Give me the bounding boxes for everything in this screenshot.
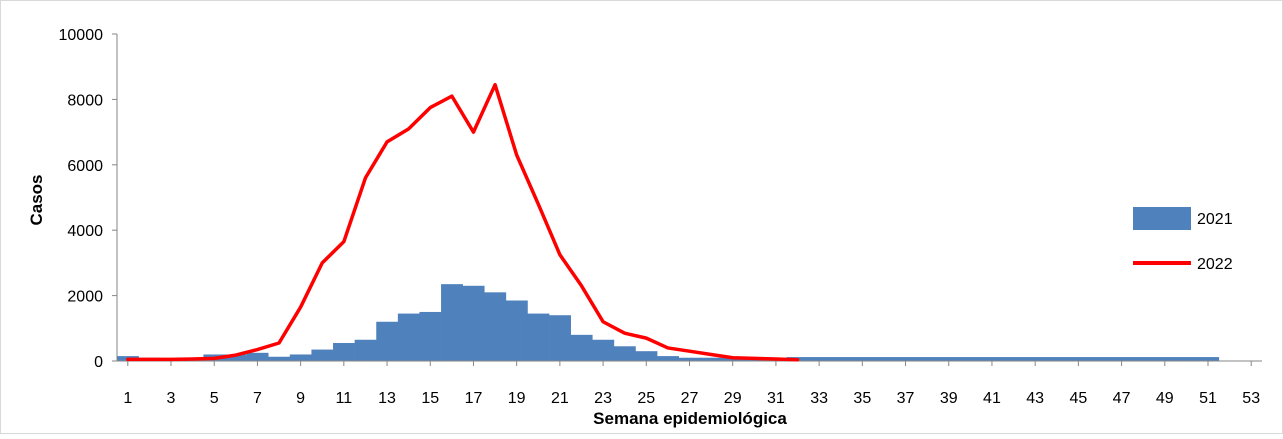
y-tick-label-4000: 4000 bbox=[67, 223, 103, 240]
x-tick-label-23: 23 bbox=[594, 390, 612, 407]
x-tick-label-15: 15 bbox=[421, 390, 439, 407]
bar-2021-week-22 bbox=[570, 334, 593, 361]
legend-label-2021: 2021 bbox=[1197, 211, 1233, 228]
y-tick-label-6000: 6000 bbox=[67, 158, 103, 175]
line-2022 bbox=[126, 82, 800, 362]
bar-2021-week-17 bbox=[462, 285, 485, 361]
x-tick-label-41: 41 bbox=[983, 390, 1001, 407]
x-tick-label-51: 51 bbox=[1199, 390, 1217, 407]
x-tick-label-19: 19 bbox=[508, 390, 526, 407]
bar-2021-week-25 bbox=[635, 351, 658, 361]
bar-2021-week-12 bbox=[354, 339, 377, 361]
bar-2021-week-8 bbox=[268, 356, 291, 361]
x-tick-label-53: 53 bbox=[1242, 390, 1260, 407]
bar-2021-week-18 bbox=[484, 292, 507, 361]
y-tick-label-0: 0 bbox=[94, 354, 103, 371]
line-2022-path bbox=[126, 82, 800, 362]
bar-2021-week-46 bbox=[1089, 357, 1112, 361]
bar-2021-week-45 bbox=[1067, 357, 1090, 361]
bar-2021-week-9 bbox=[289, 354, 312, 361]
bar-2021-week-10 bbox=[311, 349, 334, 361]
bar-2021-week-48 bbox=[1132, 357, 1155, 361]
x-tick-label-13: 13 bbox=[378, 390, 396, 407]
x-tick-label-49: 49 bbox=[1156, 390, 1174, 407]
axes bbox=[112, 33, 1262, 366]
y-tick-label-2000: 2000 bbox=[67, 289, 103, 306]
bar-2021-week-21 bbox=[549, 315, 571, 361]
x-tick-label-47: 47 bbox=[1113, 390, 1131, 407]
bar-2021-week-41 bbox=[981, 357, 1004, 361]
bar-2021-week-50 bbox=[1175, 357, 1198, 361]
x-tick-label-5: 5 bbox=[210, 390, 219, 407]
x-axis-title: Semana epidemiológica bbox=[593, 409, 787, 428]
bar-2021-week-42 bbox=[1002, 357, 1025, 361]
x-tick-label-31: 31 bbox=[767, 390, 785, 407]
bar-2021-week-6 bbox=[225, 354, 247, 361]
x-tick-label-11: 11 bbox=[336, 390, 353, 407]
bar-2021-week-36 bbox=[873, 357, 896, 361]
bar-2021-week-15 bbox=[419, 311, 442, 361]
x-tick-label-43: 43 bbox=[1026, 390, 1044, 407]
bar-2021-week-16 bbox=[441, 284, 463, 361]
bar-2021-week-40 bbox=[959, 357, 982, 361]
bar-2021-week-26 bbox=[657, 356, 679, 361]
bar-2021-week-24 bbox=[613, 346, 636, 361]
bars-2021 bbox=[117, 284, 1220, 361]
legend: 2021 2022 bbox=[1133, 207, 1233, 273]
y-tick-label-10000: 10000 bbox=[59, 27, 104, 44]
bar-2021-week-39 bbox=[937, 357, 960, 361]
x-tick-labels: 1 3 5 7 9 11 13 15 17 19 21 23 25 27 29 31 33 35 37 39 41 43 4… bbox=[123, 390, 1260, 407]
x-tick-label-17: 17 bbox=[465, 390, 483, 407]
bar-2021-week-19 bbox=[505, 300, 528, 361]
y-tick-labels: 0 2000 4000 6000 8000 10000 bbox=[59, 27, 104, 371]
bar-2021-week-38 bbox=[916, 357, 939, 361]
y-tick-label-8000: 8000 bbox=[67, 92, 103, 109]
x-tick-label-37: 37 bbox=[897, 390, 915, 407]
bar-2021-week-34 bbox=[829, 357, 852, 361]
x-tick-label-27: 27 bbox=[681, 390, 699, 407]
bar-2021-week-43 bbox=[1024, 357, 1047, 361]
legend-swatch-2021 bbox=[1133, 207, 1191, 230]
x-tick-label-29: 29 bbox=[724, 390, 742, 407]
bar-2021-week-35 bbox=[851, 357, 874, 361]
bar-2021-week-13 bbox=[376, 321, 399, 361]
x-tick-label-45: 45 bbox=[1069, 390, 1087, 407]
bar-2021-week-47 bbox=[1110, 357, 1133, 361]
y-axis-title: Casos bbox=[27, 174, 46, 225]
x-tick-label-39: 39 bbox=[940, 390, 958, 407]
bar-2021-week-33 bbox=[808, 357, 831, 361]
legend-label-2022: 2022 bbox=[1197, 256, 1233, 273]
bar-2021-week-20 bbox=[527, 313, 550, 361]
x-tick-label-9: 9 bbox=[296, 390, 305, 407]
bar-2021-week-51 bbox=[1197, 357, 1220, 361]
bar-2021-week-28 bbox=[700, 357, 723, 361]
x-tick-label-35: 35 bbox=[853, 390, 871, 407]
bar-2021-week-44 bbox=[1045, 357, 1068, 361]
x-tick-label-21: 21 bbox=[551, 390, 569, 407]
bar-2021-week-37 bbox=[894, 357, 917, 361]
bar-2021-week-23 bbox=[592, 339, 615, 361]
x-tick-label-25: 25 bbox=[637, 390, 655, 407]
x-tick-label-33: 33 bbox=[810, 390, 828, 407]
x-tick-label-7: 7 bbox=[253, 390, 262, 407]
x-tick-label-3: 3 bbox=[167, 390, 176, 407]
bar-2021-week-11 bbox=[333, 343, 355, 361]
bar-2021-week-27 bbox=[678, 357, 701, 361]
x-tick-label-1: 1 bbox=[123, 390, 132, 407]
bar-2021-week-14 bbox=[397, 313, 420, 361]
bar-2021-week-49 bbox=[1153, 357, 1176, 361]
bar-2021-week-7 bbox=[246, 352, 269, 361]
